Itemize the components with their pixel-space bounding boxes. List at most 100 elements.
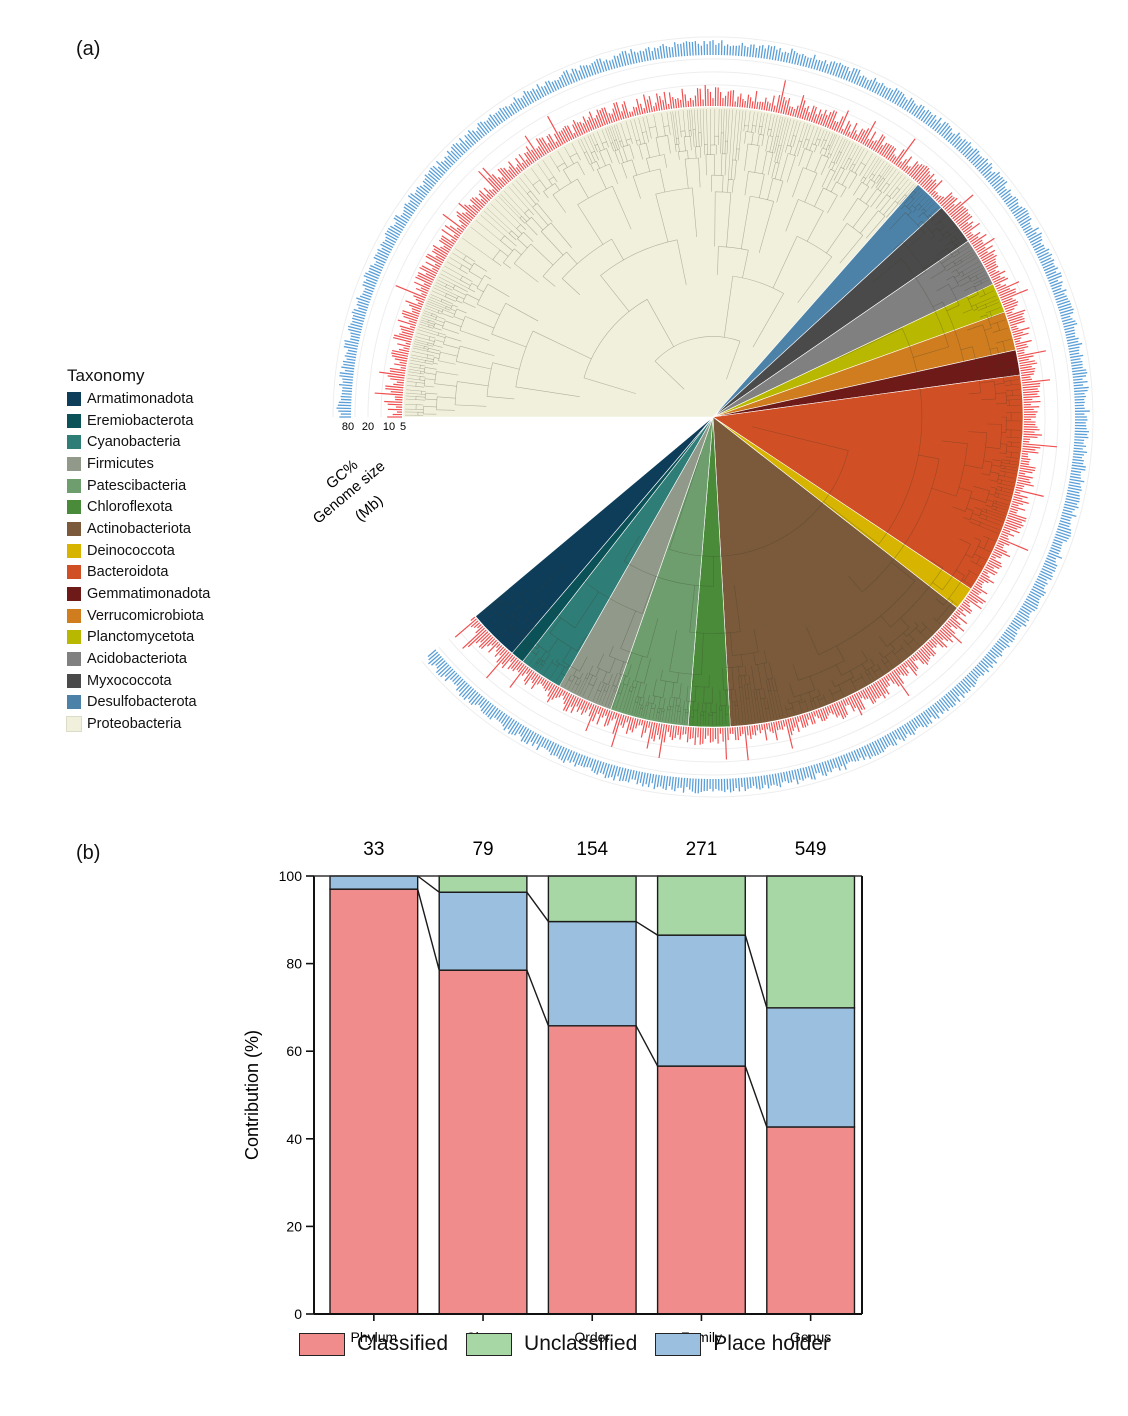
genome-size-bar <box>580 755 586 767</box>
gc-bar <box>1014 340 1021 343</box>
gc-bar <box>838 110 850 133</box>
gc-bar <box>415 287 428 295</box>
gc-bar <box>1021 373 1034 377</box>
gc-bar <box>905 166 911 174</box>
bar-segment-place-holder <box>329 875 419 890</box>
genome-size-bar <box>1041 259 1055 267</box>
gc-bar <box>555 688 562 699</box>
genome-size-bar <box>377 252 389 259</box>
genome-size-bar <box>665 46 669 58</box>
gc-bar <box>432 267 439 273</box>
genome-size-bar <box>763 48 767 59</box>
legend-swatch <box>67 478 81 493</box>
genome-size-bar <box>1008 202 1019 210</box>
genome-size-bar <box>771 773 775 785</box>
genome-size-bar <box>791 50 796 64</box>
genome-size-bar <box>1007 198 1019 208</box>
genome-size-unit-label: (Mb) <box>352 492 387 525</box>
gc-bar <box>997 542 1005 547</box>
genome-size-bar <box>934 702 944 715</box>
gc-bar <box>681 88 685 108</box>
genome-size-bar <box>536 84 545 98</box>
genome-size-bar <box>447 155 456 164</box>
gc-bar <box>570 697 579 714</box>
gc-bar <box>394 363 407 367</box>
genome-size-bar <box>346 358 356 362</box>
count-label: 549 <box>795 839 827 860</box>
gc-bar <box>796 716 800 723</box>
genome-size-bar <box>1010 205 1019 212</box>
gc-bar <box>596 707 604 725</box>
genome-size-bar <box>363 281 376 287</box>
gc-bar <box>950 205 964 218</box>
genome-size-bar <box>647 46 652 61</box>
gc-bar <box>940 195 953 207</box>
gc-bar <box>517 663 525 673</box>
ring-guide <box>332 36 1094 798</box>
genome-size-bar <box>850 751 857 762</box>
gc-bar <box>994 277 1009 286</box>
genome-size-bar <box>558 76 565 88</box>
genome-size-bar <box>1072 369 1087 373</box>
gc-bar <box>521 162 527 169</box>
gc-bar <box>470 620 479 628</box>
genome-size-bar <box>1040 570 1053 578</box>
connector-line <box>526 969 550 1027</box>
gc-bar <box>387 375 405 379</box>
genome-size-bar <box>1073 453 1085 456</box>
gc-bar <box>806 713 810 720</box>
gc-bar <box>1022 379 1051 384</box>
y-tick-label: 0 <box>294 1306 302 1322</box>
gc-bar <box>955 212 969 224</box>
genome-size-bar <box>824 761 829 772</box>
genome-size-bar <box>414 192 424 201</box>
genome-size-bar <box>386 230 399 239</box>
genome-size-bar <box>642 51 646 62</box>
genome-size-bar <box>565 70 573 84</box>
genome-size-bar <box>932 704 940 714</box>
gc-bar <box>1020 365 1032 369</box>
legend-swatch <box>67 695 81 710</box>
gc-bar <box>801 107 807 120</box>
genome-size-bar <box>1053 539 1063 544</box>
gc-bar <box>1008 315 1023 322</box>
gc-bar <box>635 718 639 729</box>
gc-bar <box>1009 510 1017 514</box>
genome-size-bar <box>342 378 353 381</box>
gc-bar <box>962 601 971 608</box>
genome-size-bar <box>911 719 918 729</box>
gc-bar <box>1016 345 1029 350</box>
genome-size-bar <box>794 52 799 65</box>
genome-size-bar <box>760 775 764 789</box>
genome-size-bar <box>1070 360 1083 364</box>
gc-bar <box>480 636 494 650</box>
legend-label: Bacteroidota <box>87 564 169 581</box>
genome-size-bar <box>489 114 499 127</box>
gc-bar <box>640 719 644 726</box>
genome-size-bar <box>437 166 446 174</box>
gc-bar <box>497 168 510 183</box>
gc-bar <box>935 632 944 641</box>
gc-bar <box>964 222 980 235</box>
genome-size-bar <box>508 106 515 115</box>
genome-size-bar <box>423 184 431 192</box>
gc-bar <box>736 96 739 108</box>
genome-size-bar <box>805 766 810 778</box>
genome-size-bar <box>531 733 540 747</box>
gc-bar <box>877 680 887 694</box>
gc-bar <box>558 689 564 698</box>
genome-size-bar <box>602 762 608 775</box>
genome-size-bar <box>835 757 841 771</box>
genome-size-bar <box>449 672 458 681</box>
genome-size-bar <box>1060 311 1074 317</box>
gc-bar <box>413 295 425 301</box>
bar-segment-place-holder <box>547 920 637 1027</box>
gc-bar <box>959 605 971 614</box>
genome-size-bar <box>393 224 404 231</box>
gc-bar <box>944 624 956 634</box>
genome-size-bar <box>470 693 481 706</box>
legend-swatch <box>67 543 81 558</box>
gc-bar <box>597 706 602 715</box>
gc-bar <box>478 634 492 648</box>
gc-bar <box>562 691 569 700</box>
